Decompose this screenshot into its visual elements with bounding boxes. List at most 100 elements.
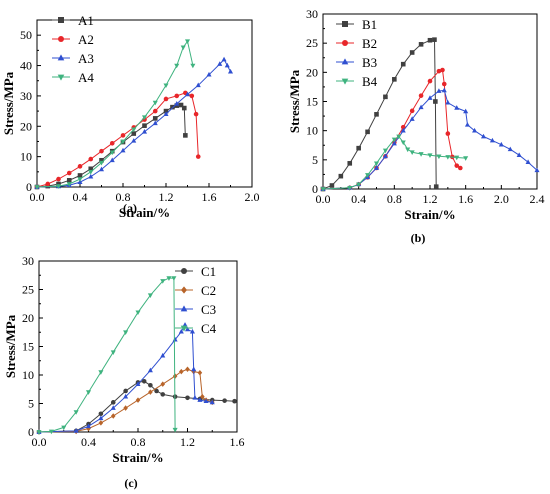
data-point — [427, 37, 433, 43]
data-point — [203, 398, 209, 404]
data-point — [534, 167, 540, 173]
data-point — [396, 134, 402, 140]
series-C1 — [36, 378, 237, 435]
data-point — [123, 405, 128, 411]
data-point — [432, 37, 437, 42]
data-point — [66, 178, 72, 183]
data-point — [464, 122, 470, 127]
legend-label: A2 — [78, 32, 94, 47]
y-tick-label: 20 — [22, 311, 34, 325]
data-point — [480, 133, 487, 139]
data-point — [222, 398, 227, 403]
data-point — [178, 102, 184, 108]
data-point — [409, 108, 415, 114]
data-point — [174, 93, 180, 99]
data-point — [131, 138, 137, 143]
data-point — [329, 183, 335, 188]
y-axis-label: Stress/MPa — [1, 71, 16, 135]
x-tick-label: 1.2 — [159, 190, 174, 204]
data-point — [436, 88, 442, 93]
legend-label: B2 — [362, 36, 377, 51]
y-tick-label: 40 — [20, 59, 32, 73]
legend-marker — [57, 54, 65, 61]
data-point — [338, 173, 344, 179]
data-point — [180, 45, 186, 51]
data-point — [55, 184, 62, 189]
data-point — [154, 388, 159, 394]
x-tick-label: 0.8 — [131, 435, 146, 449]
x-tick-label: 0.0 — [30, 190, 45, 204]
data-point — [142, 123, 147, 128]
legend: B1 B2 B3 B4 — [336, 17, 378, 89]
series-B3 — [320, 87, 540, 191]
series-line — [38, 368, 213, 433]
data-point — [131, 127, 137, 133]
data-point — [170, 104, 175, 110]
data-point — [190, 63, 196, 69]
legend-marker — [181, 286, 187, 294]
data-point — [197, 397, 203, 402]
data-point — [440, 67, 445, 73]
series-C2 — [36, 366, 215, 435]
x-axis-label: Strain/% — [404, 207, 455, 222]
y-tick-label: 20 — [306, 65, 318, 79]
data-point — [347, 185, 353, 191]
series-A2 — [34, 90, 201, 190]
data-point — [88, 156, 94, 162]
data-point — [433, 184, 439, 189]
data-point — [148, 382, 153, 388]
data-point — [498, 141, 504, 147]
y-axis-label: Stress/MPa — [287, 69, 302, 133]
panel-label: (b) — [411, 231, 426, 245]
legend-marker — [58, 36, 64, 42]
data-point — [320, 187, 326, 192]
data-point — [516, 152, 522, 158]
data-point — [160, 392, 166, 397]
y-tick-label: 0 — [312, 182, 318, 196]
data-point — [172, 427, 178, 433]
data-point — [88, 173, 94, 179]
data-point — [418, 93, 424, 98]
panel-label: (c) — [124, 476, 137, 490]
data-point — [172, 336, 178, 342]
data-point — [110, 405, 116, 410]
data-point — [227, 68, 234, 74]
data-point — [36, 430, 42, 435]
data-point — [141, 378, 147, 384]
data-point — [98, 370, 104, 375]
y-tick-label: 5 — [312, 153, 318, 167]
data-point — [160, 352, 166, 358]
legend-marker — [58, 17, 64, 23]
series-line — [322, 89, 538, 190]
series-line — [38, 380, 235, 433]
data-point — [109, 150, 115, 156]
data-point — [206, 71, 212, 77]
x-tick-label: 1.2 — [423, 192, 438, 206]
data-point — [77, 164, 83, 169]
data-point — [123, 393, 129, 399]
data-point — [193, 111, 199, 117]
data-point — [77, 177, 83, 182]
data-point — [56, 176, 61, 182]
data-point — [141, 115, 148, 120]
data-point — [445, 131, 451, 136]
data-point — [88, 169, 94, 175]
x-tick-label: 0.8 — [116, 190, 131, 204]
y-tick-label: 5 — [28, 397, 34, 411]
data-point — [45, 181, 51, 187]
data-point — [392, 77, 397, 82]
data-point — [185, 366, 190, 373]
data-point — [98, 166, 105, 172]
data-point — [195, 154, 201, 159]
data-point — [409, 50, 415, 55]
data-point — [135, 381, 141, 386]
data-point — [147, 293, 153, 298]
data-point — [184, 326, 191, 332]
data-point — [400, 61, 406, 67]
data-point — [147, 367, 153, 373]
legend-marker — [342, 21, 348, 27]
data-point — [98, 411, 104, 417]
chart-panel: 0.0 0.4 0.8 1.2 1.6 0 5 10 15 20 25 30 Strain/% Stres… — [3, 254, 245, 490]
data-point — [489, 137, 495, 143]
